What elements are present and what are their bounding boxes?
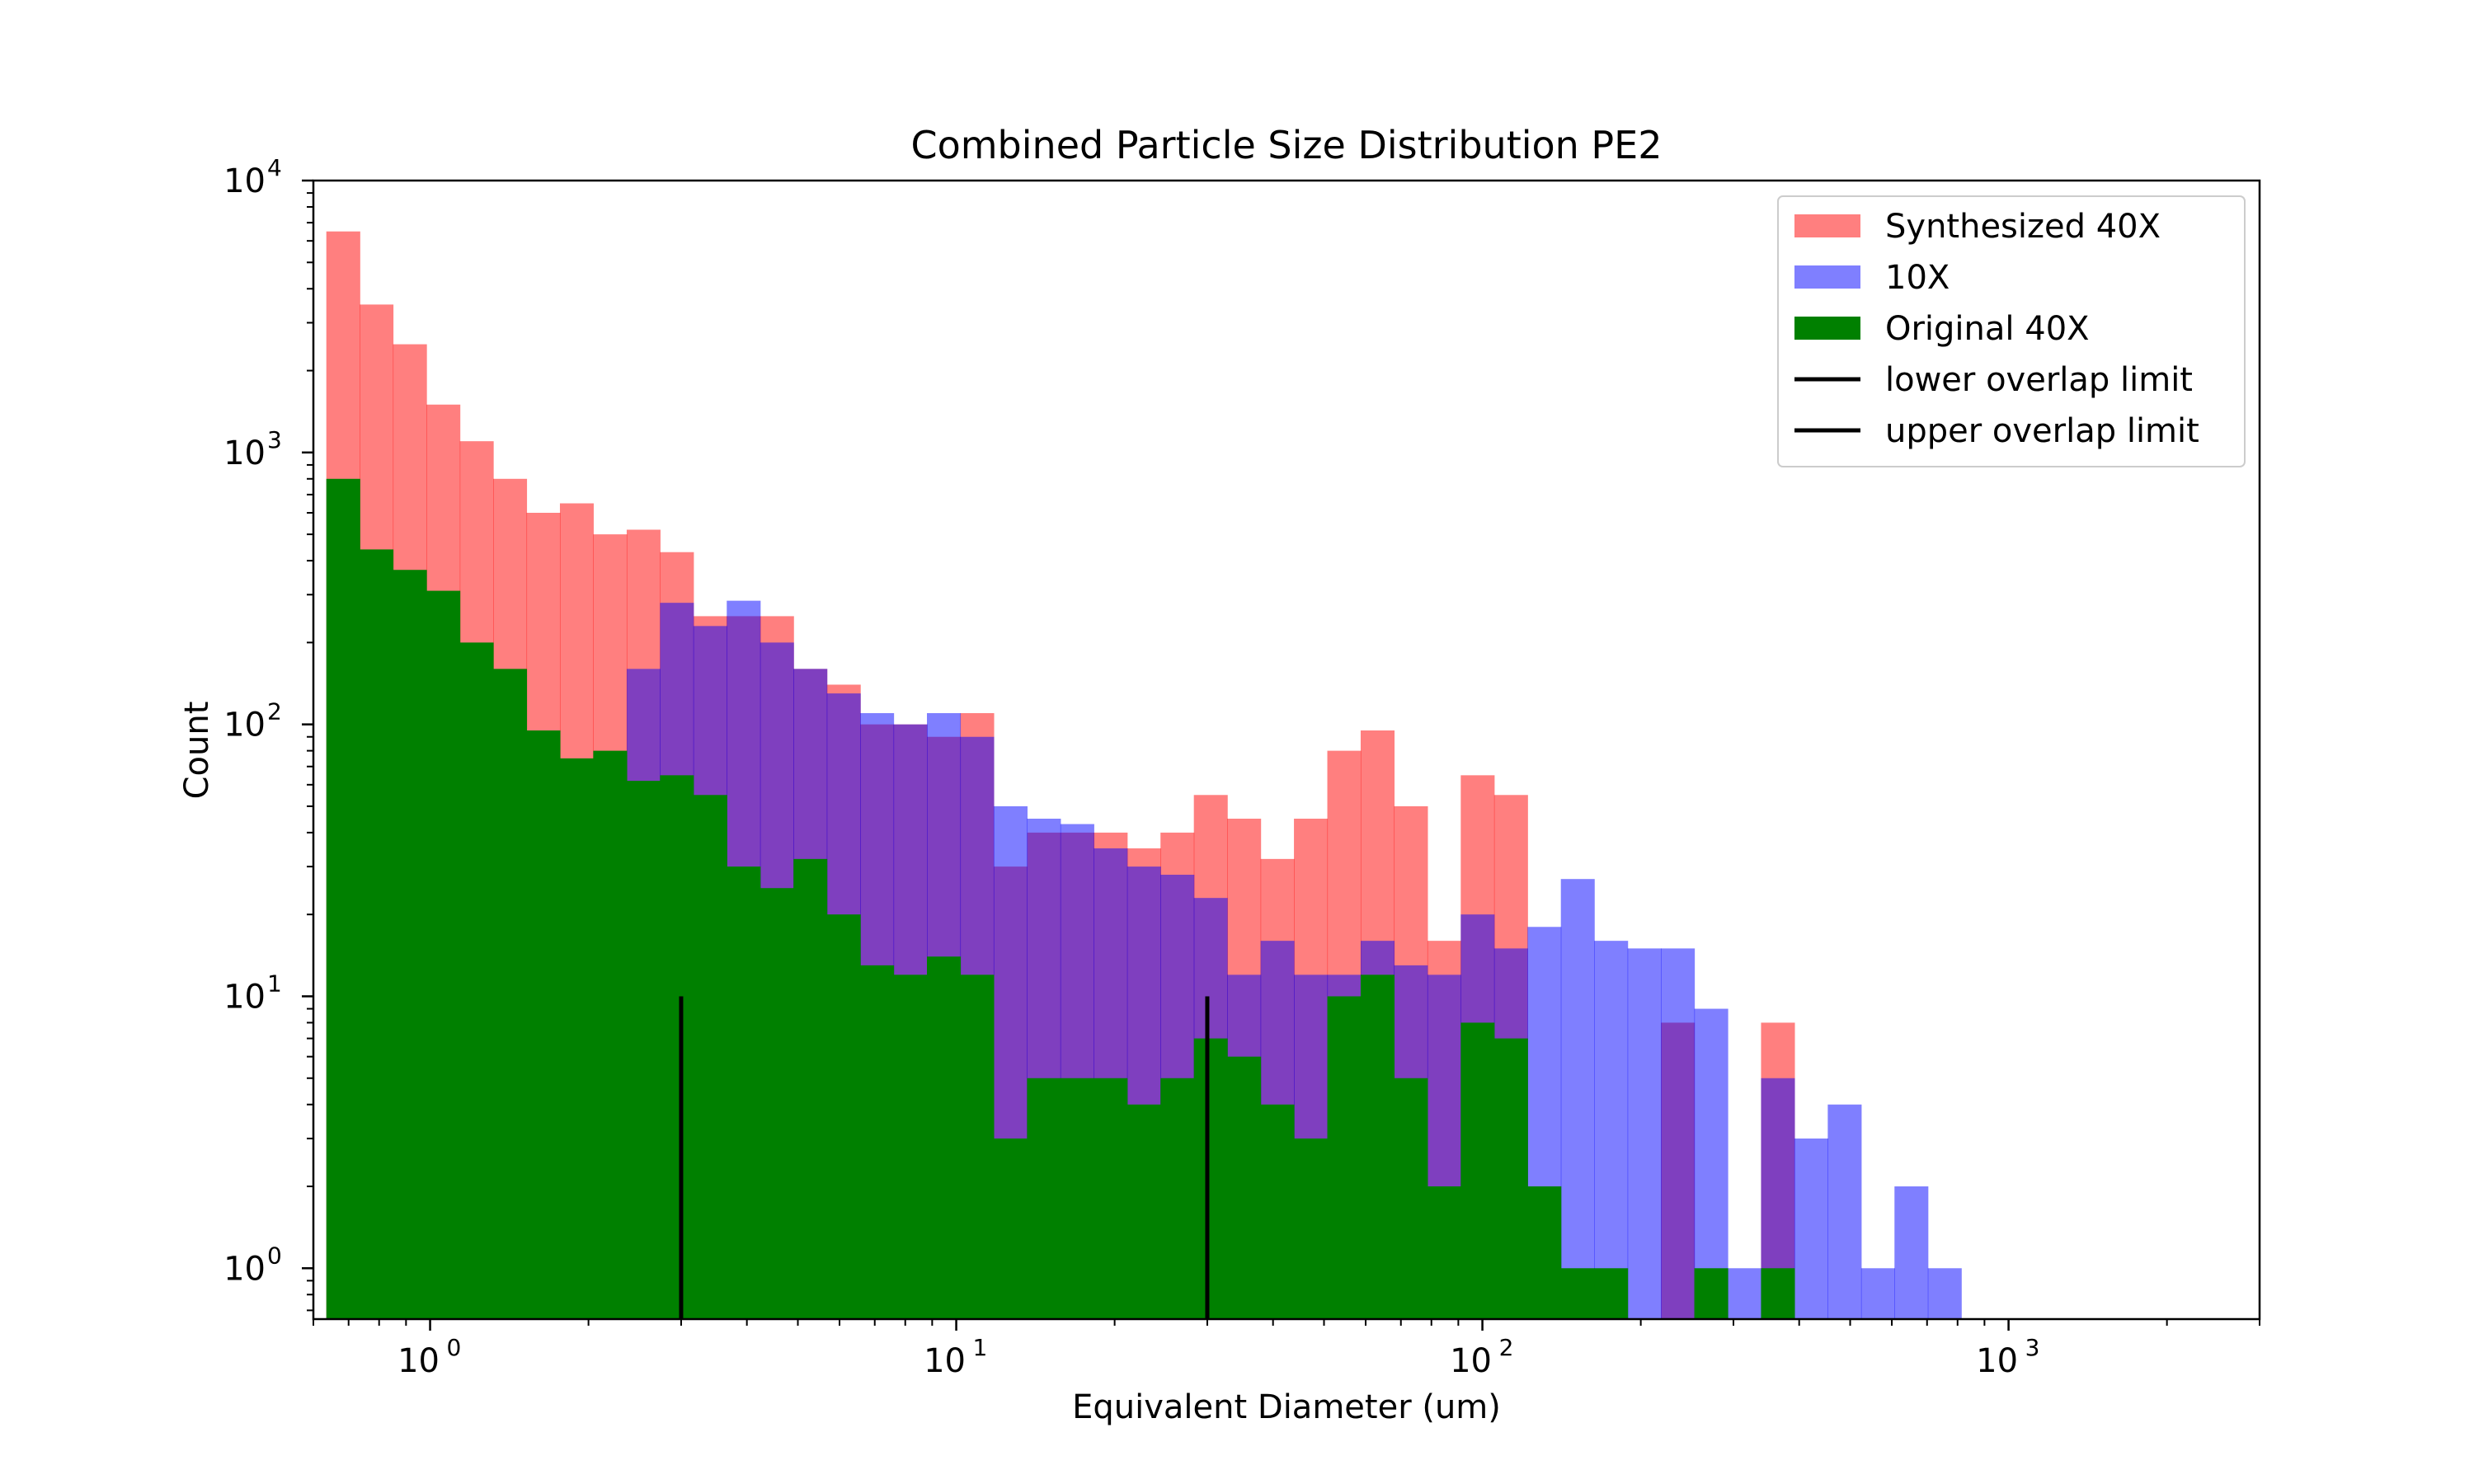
bar-original-40x-13 [760, 888, 794, 1319]
y-tick-label: 10 [223, 162, 266, 200]
bar-10x-42 [1728, 1268, 1762, 1319]
bar-original-40x-10 [660, 775, 694, 1319]
bar-original-40x-17 [893, 974, 928, 1319]
legend-label-original-40x: Original 40X [1885, 310, 2090, 348]
y-axis-label: Count [178, 702, 216, 800]
bars-layer [326, 231, 1962, 1320]
bar-original-40x-36 [1527, 1186, 1562, 1319]
bar-10x-39 [1627, 948, 1662, 1319]
legend-swatch-synthesized-40x [1794, 214, 1860, 237]
bar-original-40x-19 [960, 974, 995, 1319]
bar-original-40x-37 [1560, 1268, 1595, 1319]
y-tick-label: 10 [223, 978, 266, 1016]
legend-label-lower-overlap-limit: lower overlap limit [1885, 361, 2193, 399]
x-tick-exponent: 3 [2025, 1334, 2040, 1361]
y-tick-label: 10 [223, 707, 266, 744]
bar-original-40x-31 [1360, 974, 1395, 1319]
bar-original-40x-29 [1294, 1138, 1329, 1319]
bar-original-40x-20 [993, 1138, 1028, 1319]
bar-original-40x-0 [326, 478, 360, 1319]
bar-original-40x-32 [1394, 1078, 1428, 1319]
legend: Synthesized 40X 10X Original 40X lower over… [1777, 195, 2246, 467]
bar-original-40x-7 [559, 758, 594, 1319]
bar-original-40x-25 [1160, 1078, 1195, 1319]
bar-original-40x-16 [860, 965, 895, 1319]
bar-10x-47 [1894, 1186, 1929, 1319]
x-tick-label: 10 [1450, 1342, 1492, 1380]
x-tick-exponent: 2 [1499, 1334, 1514, 1361]
bar-10x-44 [1794, 1138, 1828, 1319]
x-tick-label: 10 [924, 1342, 966, 1380]
bar-original-40x-3 [426, 590, 461, 1319]
y-tick-exponent: 1 [267, 970, 282, 997]
chart-title: Combined Particle Size Distribution PE2 [910, 123, 1662, 167]
legend-label-10x: 10X [1885, 259, 1950, 297]
legend-swatch-10x [1794, 265, 1860, 289]
bar-original-40x-41 [1694, 1268, 1729, 1319]
bar-original-40x-14 [793, 858, 828, 1319]
x-tick-label: 10 [397, 1342, 440, 1380]
bar-original-40x-35 [1493, 1038, 1528, 1319]
x-tick-exponent: 1 [973, 1334, 988, 1361]
bar-original-40x-5 [493, 669, 528, 1319]
bar-original-40x-8 [593, 750, 628, 1319]
x-axis-ticks: 10 0 10 1 10 2 10 3 [313, 1319, 2260, 1380]
series-original-40x [326, 478, 1795, 1319]
bar-original-40x-9 [626, 781, 661, 1319]
x-tick-exponent: 0 [447, 1334, 462, 1361]
bar-original-40x-4 [459, 642, 494, 1319]
bar-original-40x-11 [693, 795, 727, 1319]
bar-original-40x-12 [727, 866, 761, 1319]
y-tick-exponent: 0 [267, 1242, 282, 1269]
legend-label-synthesized-40x: Synthesized 40X [1885, 208, 2161, 246]
bar-original-40x-21 [1027, 1078, 1061, 1319]
bar-original-40x-18 [927, 956, 962, 1319]
bar-original-40x-27 [1227, 1056, 1262, 1319]
overlap-limit-lines [679, 996, 1210, 1319]
bar-10x-48 [1927, 1268, 1962, 1319]
plot-frame [312, 179, 2261, 1321]
bar-10x-46 [1860, 1268, 1895, 1319]
bar-10x-38 [1594, 941, 1629, 1319]
bar-original-40x-33 [1427, 1186, 1461, 1319]
y-tick-label: 10 [223, 1250, 266, 1288]
y-tick-exponent: 3 [267, 426, 282, 453]
x-tick-label: 10 [1976, 1342, 2018, 1380]
legend-label-upper-overlap-limit: upper overlap limit [1885, 412, 2199, 450]
bar-original-40x-22 [1060, 1078, 1094, 1319]
y-tick-label: 10 [223, 434, 266, 472]
bar-original-40x-43 [1761, 1268, 1795, 1319]
x-axis-label: Equivalent Diameter (um) [1072, 1388, 1501, 1426]
bar-10x-45 [1827, 1104, 1862, 1319]
bar-10x-41 [1694, 1008, 1729, 1319]
bar-original-40x-15 [826, 914, 861, 1319]
bar-original-40x-28 [1260, 1104, 1295, 1319]
bar-original-40x-38 [1594, 1268, 1629, 1319]
bar-10x-40 [1661, 948, 1696, 1319]
y-tick-exponent: 4 [267, 154, 282, 181]
legend-swatch-original-40x [1794, 317, 1860, 340]
bar-original-40x-6 [526, 730, 561, 1319]
bar-original-40x-30 [1327, 996, 1362, 1319]
bar-original-40x-26 [1193, 1038, 1228, 1319]
bar-original-40x-34 [1460, 1022, 1495, 1319]
legend-frame [1777, 195, 2246, 467]
y-tick-exponent: 2 [267, 698, 282, 726]
bar-original-40x-24 [1126, 1104, 1161, 1319]
bar-original-40x-23 [1094, 1078, 1128, 1319]
bar-original-40x-2 [393, 570, 427, 1319]
bar-10x-37 [1560, 879, 1595, 1319]
bar-original-40x-1 [360, 549, 394, 1319]
